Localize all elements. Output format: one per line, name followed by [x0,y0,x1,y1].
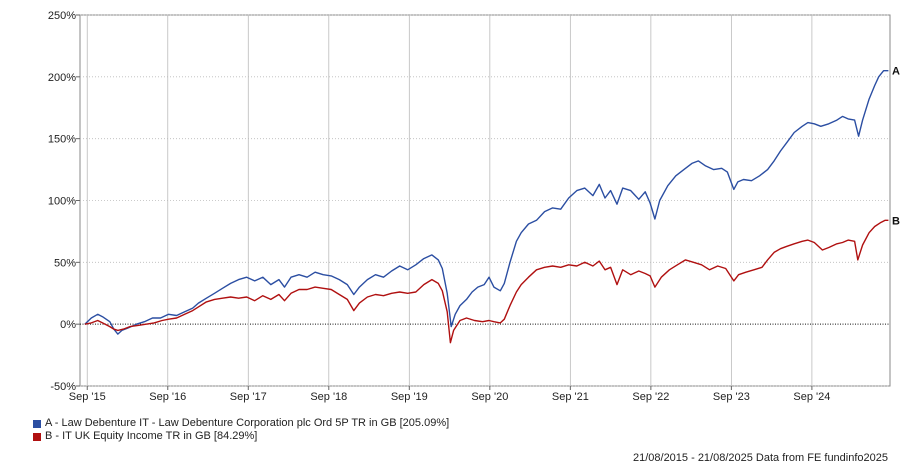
y-tick-label: 50% [54,257,76,269]
legend-label-b: B - IT UK Equity Income TR in GB [84.29%… [45,430,258,442]
legend: A - Law Debenture IT - Law Debenture Cor… [33,417,449,443]
x-tick-label: Sep '23 [713,391,750,403]
y-tick-label: 0% [60,319,76,331]
legend-swatch-a [33,419,41,428]
y-tick-label: -50% [50,381,76,393]
end-label-a: A [892,66,900,78]
x-tick-label: Sep '17 [230,391,267,403]
x-tick-label: Sep '18 [310,391,347,403]
y-axis: -50% 0% 50% 100% 150% 200% 250% [48,10,80,393]
x-tick-label: Sep '15 [69,391,106,403]
x-axis: Sep '15 Sep '16 Sep '17 Sep '18 Sep '19 Sep '… [69,386,830,403]
y-tick-label: 100% [48,196,76,208]
x-tick-label: Sep '16 [149,391,186,403]
end-labels: AB [892,66,900,228]
end-label-b: B [892,215,900,227]
y-tick-label: 200% [48,72,76,84]
series-group [84,70,889,344]
y-tick-label: 150% [48,134,76,146]
legend-label-a: A - Law Debenture IT - Law Debenture Cor… [45,417,450,429]
legend-item-a: A - Law Debenture IT - Law Debenture Cor… [33,417,449,430]
x-tick-label: Sep '21 [552,391,589,403]
y-tick-label: 250% [48,10,76,22]
x-tick-label: Sep '20 [471,391,508,403]
legend-swatch-b [33,432,41,441]
series-line-b [84,219,889,344]
gridlines [80,14,890,387]
x-tick-label: Sep '19 [391,391,428,403]
series-line-a [84,70,889,335]
x-tick-label: Sep '22 [632,391,669,403]
x-tick-label: Sep '24 [793,391,830,403]
legend-item-b: B - IT UK Equity Income TR in GB [84.29%… [33,430,449,443]
footer-source: 21/08/2015 - 21/08/2025 Data from FE fun… [632,452,888,464]
